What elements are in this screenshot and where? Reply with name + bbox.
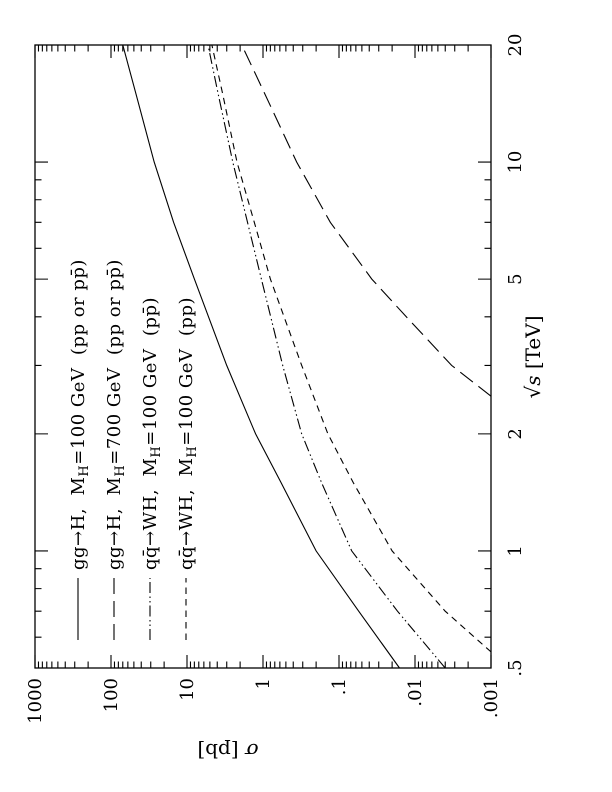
curve-WH-ppbar	[207, 44, 446, 669]
x-tick-label: 5	[505, 273, 526, 284]
y-axis-title: σ [pb]	[197, 739, 258, 763]
x-tick-label: .5	[505, 659, 526, 676]
legend: gg→H, MH=100 GeV (pp or pp̄) gg→H, MH=700…	[68, 259, 200, 640]
legend-label-ggH-100: gg→H, MH=100 GeV (pp or pp̄)	[68, 259, 92, 570]
y-tick-label: 100	[101, 678, 122, 712]
y-axis-tick-labels: 1000 100 10 1 .1 .01 .001	[25, 678, 502, 724]
legend-label-ggH-700: gg→H, MH=700 GeV (pp or pp̄)	[104, 259, 128, 570]
x-tick-label: 10	[505, 151, 526, 174]
y-tick-label: 1000	[25, 678, 46, 724]
y-tick-label: .1	[329, 678, 350, 695]
x-axis-tick-labels: .5 1 2 5 10 20	[505, 34, 526, 677]
axis-ticks	[34, 44, 492, 669]
y-tick-label: 10	[177, 678, 198, 701]
y-tick-label: 1	[253, 678, 274, 689]
x-axis-title: √s [TeV]	[521, 315, 545, 398]
data-curves	[122, 44, 492, 669]
x-tick-label: 20	[505, 34, 526, 57]
curve-ggH-700	[241, 44, 492, 397]
x-tick-label: 1	[505, 545, 526, 556]
y-tick-label: .01	[405, 678, 426, 707]
y-tick-label: .001	[481, 678, 502, 718]
legend-label-WH-ppbar: qq̄→WH, MH=100 GeV (pp̄)	[140, 297, 164, 570]
legend-label-WH-pp: qq̄→WH, MH=100 GeV (pp)	[176, 297, 200, 570]
curve-WH-pp	[211, 44, 492, 653]
curve-ggH-100	[122, 44, 400, 669]
tick-marks	[34, 44, 492, 669]
x-tick-label: 2	[505, 428, 526, 439]
